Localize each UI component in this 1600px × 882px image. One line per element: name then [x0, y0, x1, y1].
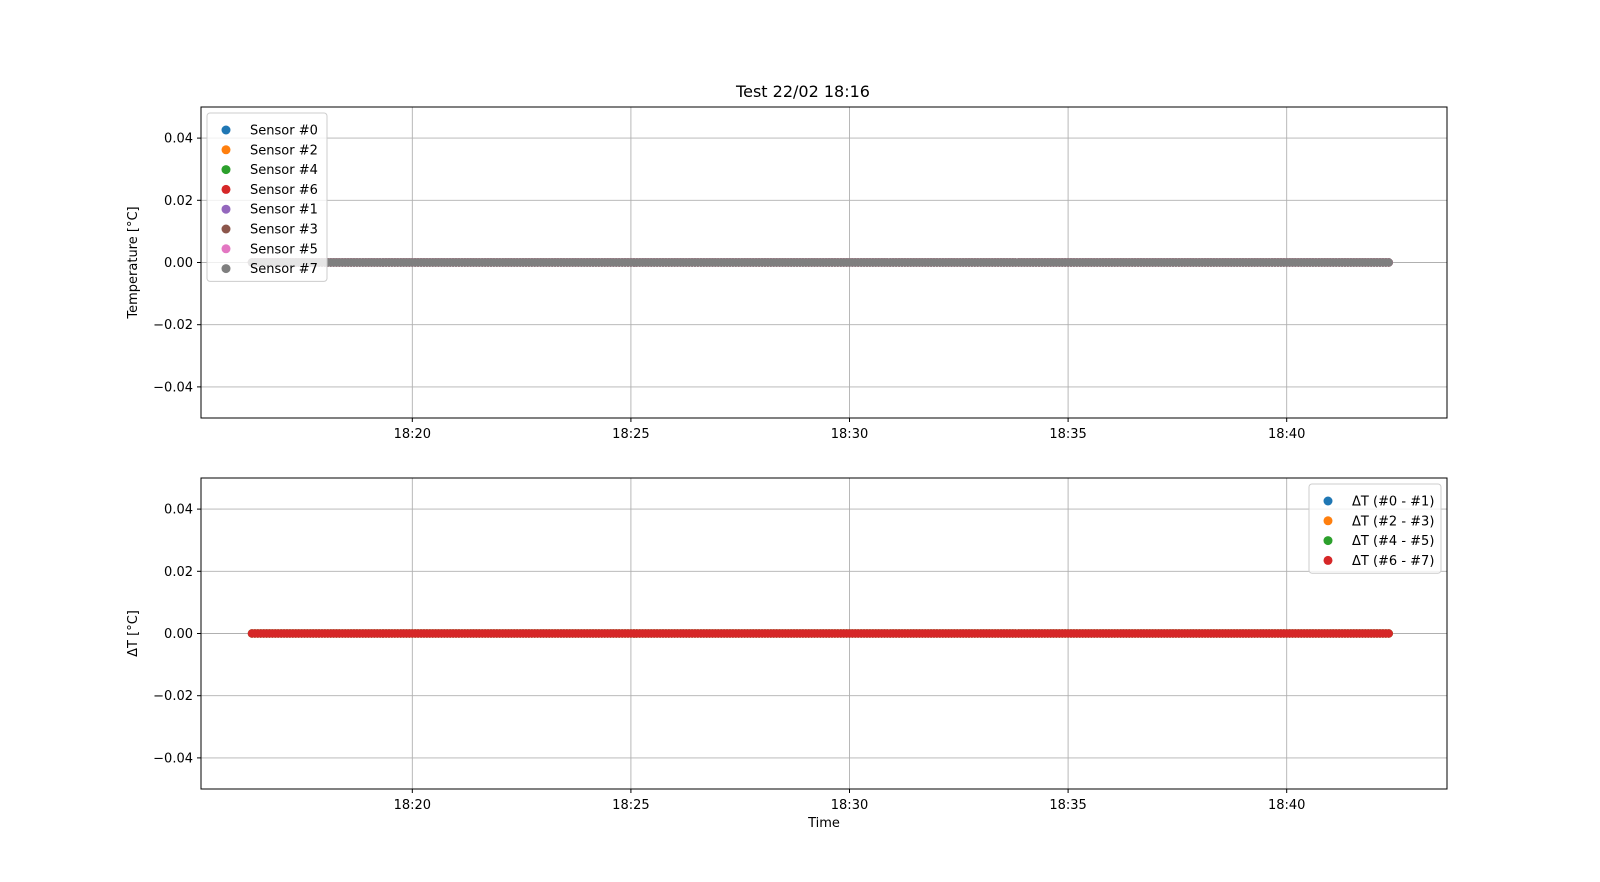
legend-marker — [221, 244, 231, 254]
delta-t-points — [247, 629, 1393, 638]
y-tick-label: 0.02 — [164, 565, 193, 580]
y-tick-label: −0.04 — [153, 751, 193, 766]
legend-marker — [221, 184, 231, 194]
delta-t-plot: 18:20 18:25 18:30 18:35 18:40 0.04 0.02 0.00 −0.… — [126, 477, 1448, 831]
y-tick-label: 0.00 — [164, 256, 193, 271]
legend-marker — [1323, 496, 1333, 506]
x-tick-label: 18:30 — [831, 427, 868, 442]
x-tick-label: 18:20 — [394, 427, 431, 442]
legend-marker — [221, 145, 231, 155]
temperature-points — [247, 258, 1393, 267]
legend-marker — [1323, 536, 1333, 546]
legend-label: Sensor #2 — [250, 143, 318, 158]
legend-label: Sensor #0 — [250, 124, 318, 139]
legend-marker — [221, 125, 231, 135]
y-tick-label: 0.04 — [164, 503, 193, 518]
legend-marker — [1323, 516, 1333, 526]
temperature-legend: Sensor #0 Sensor #2 Sensor #4 Sensor #6 Sens… — [206, 112, 328, 282]
legend-marker — [221, 204, 231, 214]
temperature-ticks: 18:20 18:25 18:30 18:35 18:40 0.04 0.02 0.00 −0.… — [153, 132, 1305, 442]
time-x-axis-label: Time — [807, 816, 840, 831]
legend-marker — [1323, 555, 1333, 565]
series--t-6-7- — [247, 629, 1393, 638]
legend-marker — [221, 165, 231, 175]
y-tick-label: 0.02 — [164, 194, 193, 209]
x-tick-label: 18:40 — [1268, 427, 1305, 442]
y-tick-label: −0.04 — [153, 380, 193, 395]
legend-label: Sensor #4 — [250, 163, 318, 178]
x-tick-label: 18:30 — [831, 798, 868, 813]
legend-label: ΔT (#6 - #7) — [1352, 554, 1434, 569]
legend-label: Sensor #6 — [250, 183, 318, 198]
y-tick-label: −0.02 — [153, 318, 193, 333]
series-sensor-7 — [247, 258, 1393, 267]
y-tick-label: −0.02 — [153, 689, 193, 704]
x-tick-label: 18:20 — [394, 798, 431, 813]
x-tick-label: 18:35 — [1049, 427, 1086, 442]
x-tick-label: 18:25 — [612, 798, 649, 813]
legend-label: ΔT (#4 - #5) — [1352, 534, 1434, 549]
y-tick-label: 0.00 — [164, 627, 193, 642]
legend-label: Sensor #3 — [250, 223, 318, 238]
legend-marker — [221, 224, 231, 234]
legend-label: Sensor #1 — [250, 203, 318, 218]
data-point — [1384, 629, 1393, 638]
legend-label: Sensor #5 — [250, 242, 318, 257]
legend-box — [206, 112, 328, 282]
legend-label: ΔT (#2 - #3) — [1352, 514, 1434, 529]
delta-t-ticks: 18:20 18:25 18:30 18:35 18:40 0.04 0.02 0.00 −0.… — [153, 503, 1305, 813]
legend-label: ΔT (#0 - #1) — [1352, 495, 1434, 510]
legend-box — [1308, 483, 1442, 574]
temperature-plot: 18:20 18:25 18:30 18:35 18:40 0.04 0.02 0.00 −0.… — [126, 106, 1448, 442]
delta-t-y-axis-label: ΔT [°C] — [126, 610, 141, 657]
legend-marker — [221, 264, 231, 274]
x-tick-label: 18:40 — [1268, 798, 1305, 813]
chart-title: Test 22/02 18:16 — [735, 82, 870, 101]
x-tick-label: 18:35 — [1049, 798, 1086, 813]
delta-t-legend: ΔT (#0 - #1) ΔT (#2 - #3) ΔT (#4 - #5) ΔT (… — [1308, 483, 1442, 574]
legend-label: Sensor #7 — [250, 262, 318, 277]
x-tick-label: 18:25 — [612, 427, 649, 442]
temperature-y-axis-label: Temperature [°C] — [126, 206, 141, 319]
data-point — [1384, 258, 1393, 267]
y-tick-label: 0.04 — [164, 132, 193, 147]
